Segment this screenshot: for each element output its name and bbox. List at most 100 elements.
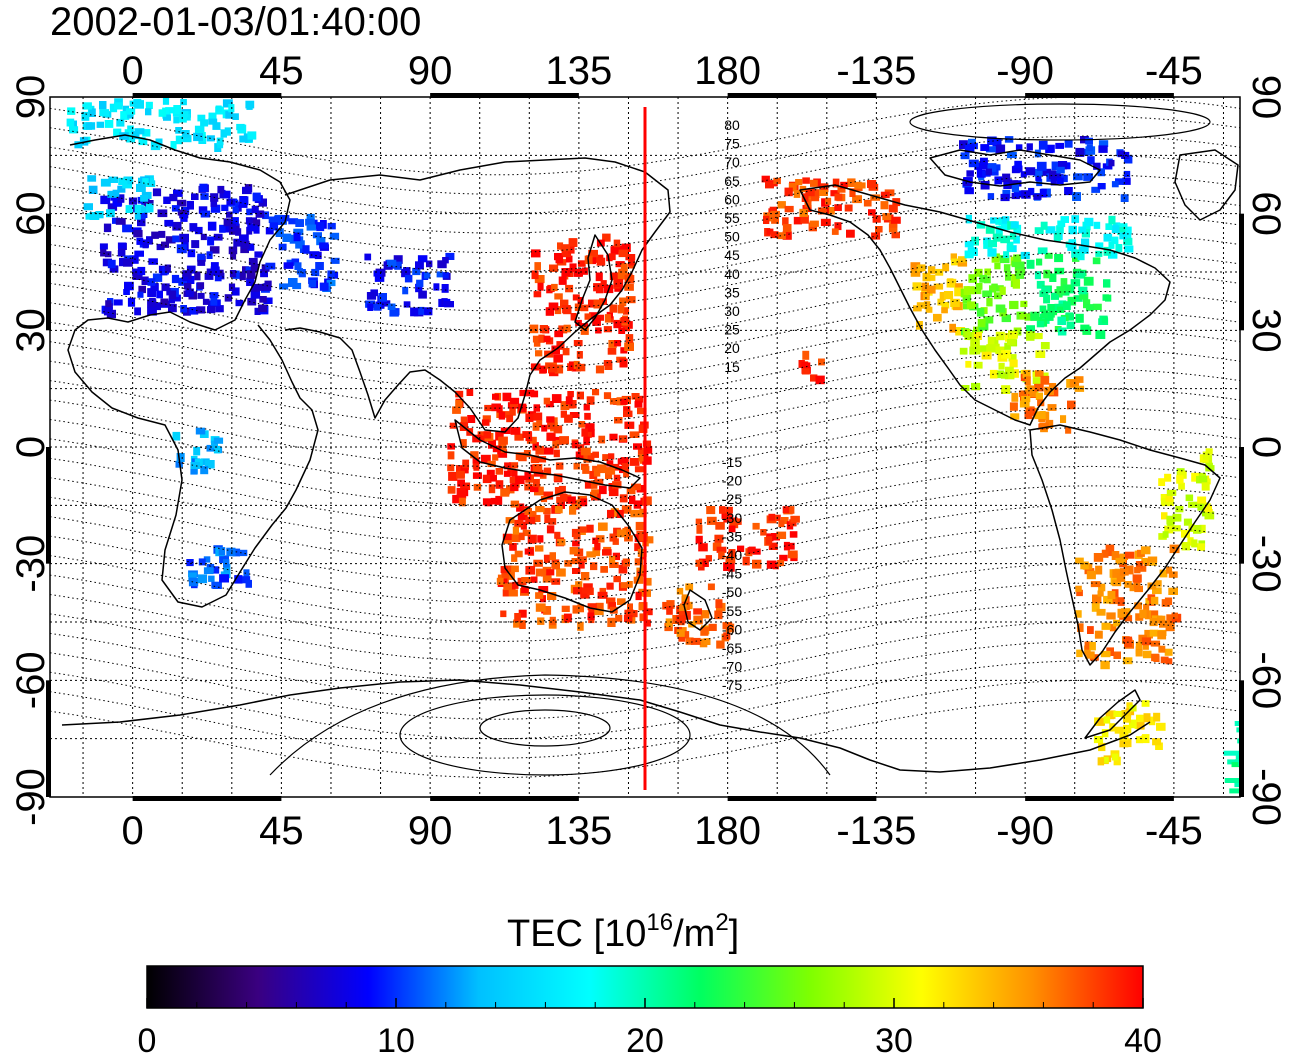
tec-cell [621,243,631,252]
tec-cell [634,466,644,473]
tec-cell [165,107,175,114]
tec-cell [1012,279,1020,289]
tec-cell [445,252,455,260]
tec-cell [552,561,560,570]
tec-cell [522,529,531,537]
tec-cell [462,459,470,469]
tec-cell [228,246,238,255]
x-tick-label-top: -90 [996,49,1054,93]
tec-cell [472,434,482,443]
tec-cell [96,121,104,128]
tec-cell [193,446,201,456]
tec-cell [509,543,517,551]
tec-cell [699,638,708,648]
tec-cell [967,286,975,295]
tec-cell [1067,400,1076,410]
tec-cell [147,288,157,297]
tec-cell [510,397,520,405]
tec-cell [213,437,224,444]
tec-cell [127,111,134,119]
tec-cell [581,587,591,594]
tec-cell [403,301,411,308]
contour-label: 30 [724,303,740,319]
tec-cell [941,307,948,314]
tec-cell [226,198,236,205]
tec-cell [781,517,789,524]
tec-cell [1135,649,1143,657]
tec-cell [572,605,579,614]
tec-cell [789,531,798,538]
tec-cell [560,244,570,252]
tec-cell [580,326,589,335]
tec-cell [598,435,606,444]
tec-cell [233,238,242,247]
tec-cell [537,282,544,291]
tec-cell [676,629,685,637]
tec-cell [590,480,598,489]
contour-label: -25 [722,491,742,507]
tec-cell [180,305,187,313]
tec-cell [986,344,995,351]
tec-cell [263,297,273,304]
tec-cell [1178,482,1185,490]
tec-cell [1009,359,1018,368]
mag-lat-contour [50,174,1240,253]
tec-cell [693,608,702,615]
tec-cell [490,497,497,505]
tec-cell [569,412,580,418]
tec-cell [992,138,1002,147]
tec-cell [638,603,645,611]
y-tick-label-left: 90 [9,75,53,120]
tec-cell [793,190,801,198]
tec-cell [1024,376,1031,386]
tec-cell [1009,232,1017,240]
tec-cell [1125,551,1135,559]
tec-cell [638,424,648,433]
contour-label: 80 [724,117,740,133]
x-tick-label-top: 180 [694,49,761,93]
tec-cell [584,412,591,420]
tec-cell [134,212,141,220]
tec-cell [985,146,996,153]
tec-cell [382,300,391,307]
tec-cell [1056,177,1064,185]
tec-cell [977,318,986,328]
tec-cell [444,301,454,308]
tec-cell [620,317,630,324]
tec-cell [954,287,963,297]
tec-cell [615,614,623,622]
tec-cell [613,321,622,329]
tec-cell [1113,756,1121,766]
tec-cell [1075,557,1084,564]
tec-cell [1049,273,1057,282]
tec-cell [999,286,1006,295]
tec-cell [1005,366,1014,374]
tec-cell [1020,251,1030,260]
tec-cell [1028,187,1035,196]
tec-cell [247,223,255,231]
tec-cell [1124,638,1133,647]
tec-cell [966,170,974,177]
tec-cell [243,569,250,578]
tec-cell [214,272,222,282]
tec-cell [467,415,476,423]
tec-cell [1013,190,1024,198]
tec-cell [572,294,580,301]
tec-cell [134,250,144,257]
tec-cell [171,274,180,284]
tec-cell [117,185,126,193]
tec-cell [867,180,877,188]
tec-cell [583,583,593,590]
contour-label: -35 [722,528,742,544]
tec-cell [678,604,688,611]
coast-new-zealand [683,589,713,631]
tec-cell [573,533,581,540]
tec-cell [635,521,645,531]
tec-cell [964,187,974,195]
tec-cell [1143,713,1151,722]
tec-cell [533,559,543,567]
mag-lat-contour [50,329,1240,409]
tec-cell [447,486,456,494]
tec-cell [799,208,808,217]
tec-region [447,388,653,514]
